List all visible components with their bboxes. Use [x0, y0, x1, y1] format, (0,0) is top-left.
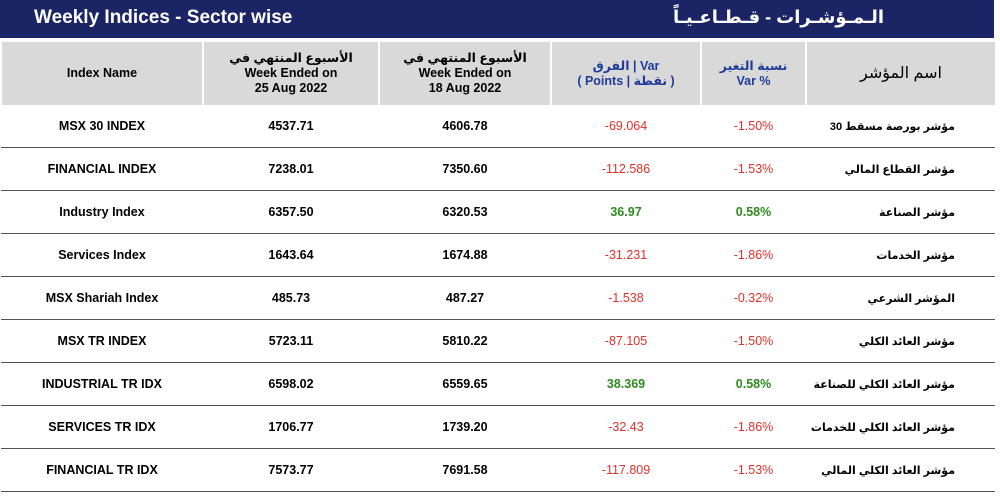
table-cell: 7350.60	[379, 147, 551, 191]
header-line: الفرق | Var	[592, 58, 660, 73]
header-cell: نسبة التغير Var %	[700, 42, 806, 105]
table-cell: -31.231	[551, 233, 701, 277]
table-cell: 7691.58	[379, 448, 551, 492]
table-cell: -1.50%	[701, 319, 806, 363]
table-cell: 6598.02	[203, 362, 379, 406]
table-cell: مؤشر العائد الكلي للصناعة	[806, 362, 995, 406]
table-cell: -1.86%	[701, 405, 806, 449]
table-cell: 6320.53	[379, 190, 551, 234]
table-cell: 1674.88	[379, 233, 551, 277]
table-cell: 6559.65	[379, 362, 551, 406]
header-line: ( Points | نقطة )	[577, 73, 675, 88]
table-cell: SERVICES TR IDX	[1, 405, 203, 449]
title-ar: الـمـؤشـرات - قـطـاعـيـاً	[673, 7, 884, 27]
table-cell: -1.53%	[701, 448, 806, 492]
table-cell: مؤشر الصناعة	[806, 190, 995, 234]
header-cell: الأسبوع المنتهي في Week Ended on 18 Aug 20…	[378, 42, 551, 105]
table-cell: 0.58%	[701, 190, 806, 234]
table-row: MSX 30 INDEX 4537.71 4606.78 -69.064 -1.50% م…	[1, 105, 995, 148]
table-cell: -87.105	[551, 319, 701, 363]
header-line: Week Ended on	[418, 66, 512, 80]
table-row: INDUSTRIAL TR IDX 6598.02 6559.65 38.369 0.5…	[1, 362, 995, 406]
table-cell: 36.97	[551, 190, 701, 234]
table-cell: المؤشر الشرعي	[806, 276, 995, 320]
header-row: Index Name الأسبوع المنتهي في Week Ended o…	[0, 42, 995, 105]
table-row: FINANCIAL INDEX 7238.01 7350.60 -112.586 -1.…	[1, 147, 995, 191]
table-cell: 6357.50	[203, 190, 379, 234]
table-cell: -1.50%	[701, 105, 806, 148]
table-cell: -0.32%	[701, 276, 806, 320]
table-cell: 38.369	[551, 362, 701, 406]
table-cell: -32.43	[551, 405, 701, 449]
table-cell: -1.538	[551, 276, 701, 320]
header-line: اسم المؤشر	[859, 65, 942, 82]
table-body: MSX 30 INDEX 4537.71 4606.78 -69.064 -1.50% م…	[1, 105, 995, 492]
header-cell: الفرق | Var( Points | نقطة )	[550, 42, 701, 105]
title-bar: Weekly Indices - Sector wise الـمـؤشـرات…	[0, 0, 994, 38]
table-cell: مؤشر القطاع المالي	[806, 147, 995, 191]
table-cell: مؤشر الخدمات	[806, 233, 995, 277]
table-cell: مؤشر العائد الكلي	[806, 319, 995, 363]
table-cell: Industry Index	[1, 190, 203, 234]
table-cell: -112.586	[551, 147, 701, 191]
header-line: 25 Aug 2022	[254, 81, 328, 95]
table-cell: 1739.20	[379, 405, 551, 449]
table-row: SERVICES TR IDX 1706.77 1739.20 -32.43 -1.86…	[1, 405, 995, 449]
table-row: MSX Shariah Index 485.73 487.27 -1.538 -0.32…	[1, 276, 995, 320]
table-cell: مؤشر العائد الكلي للخدمات	[806, 405, 995, 449]
table-cell: FINANCIAL INDEX	[1, 147, 203, 191]
table-cell: Services Index	[1, 233, 203, 277]
table-cell: 5810.22	[379, 319, 551, 363]
table-cell: 7573.77	[203, 448, 379, 492]
header-line: Var %	[736, 73, 771, 88]
table-row: MSX TR INDEX 5723.11 5810.22 -87.105 -1.50% م…	[1, 319, 995, 363]
table-cell: MSX Shariah Index	[1, 276, 203, 320]
table-cell: 485.73	[203, 276, 379, 320]
table-cell: INDUSTRIAL TR IDX	[1, 362, 203, 406]
header-line: Index Name	[66, 66, 138, 80]
table-cell: 487.27	[379, 276, 551, 320]
header-line: Week Ended on	[244, 66, 338, 80]
table-cell: 0.58%	[701, 362, 806, 406]
table-cell: MSX 30 INDEX	[1, 105, 203, 148]
table-row: Industry Index 6357.50 6320.53 36.97 0.58% مؤ…	[1, 190, 995, 234]
table-cell: 7238.01	[203, 147, 379, 191]
table-cell: مؤشر العائد الكلي المالي	[806, 448, 995, 492]
header-line: نسبة التغير	[719, 58, 788, 73]
table-row: Services Index 1643.64 1674.88 -31.231 -1.86…	[1, 233, 995, 277]
header-line: 18 Aug 2022	[428, 81, 502, 95]
table-cell: FINANCIAL TR IDX	[1, 448, 203, 492]
table-cell: -1.86%	[701, 233, 806, 277]
table-row: FINANCIAL TR IDX 7573.77 7691.58 -117.809 -1…	[1, 448, 995, 492]
table-cell: 1706.77	[203, 405, 379, 449]
header-cell: Index Name	[0, 42, 203, 105]
table-cell: مؤشر بورصة مسقط 30	[806, 105, 995, 148]
header-line: الأسبوع المنتهي في	[229, 51, 353, 65]
table-cell: 1643.64	[203, 233, 379, 277]
table-cell: 4606.78	[379, 105, 551, 148]
table-cell: -69.064	[551, 105, 701, 148]
header-cell: اسم المؤشر	[805, 42, 995, 105]
indices-table: Index Name الأسبوع المنتهي في Week Ended o…	[0, 42, 995, 492]
table-cell: -1.53%	[701, 147, 806, 191]
table-cell: MSX TR INDEX	[1, 319, 203, 363]
table-cell: 4537.71	[203, 105, 379, 148]
title: Weekly Indices - Sector wise	[34, 7, 293, 28]
table-cell: 5723.11	[203, 319, 379, 363]
header-line: الأسبوع المنتهي في	[403, 51, 527, 65]
table-cell: -117.809	[551, 448, 701, 492]
header-cell: الأسبوع المنتهي في Week Ended on 25 Aug 20…	[202, 42, 379, 105]
